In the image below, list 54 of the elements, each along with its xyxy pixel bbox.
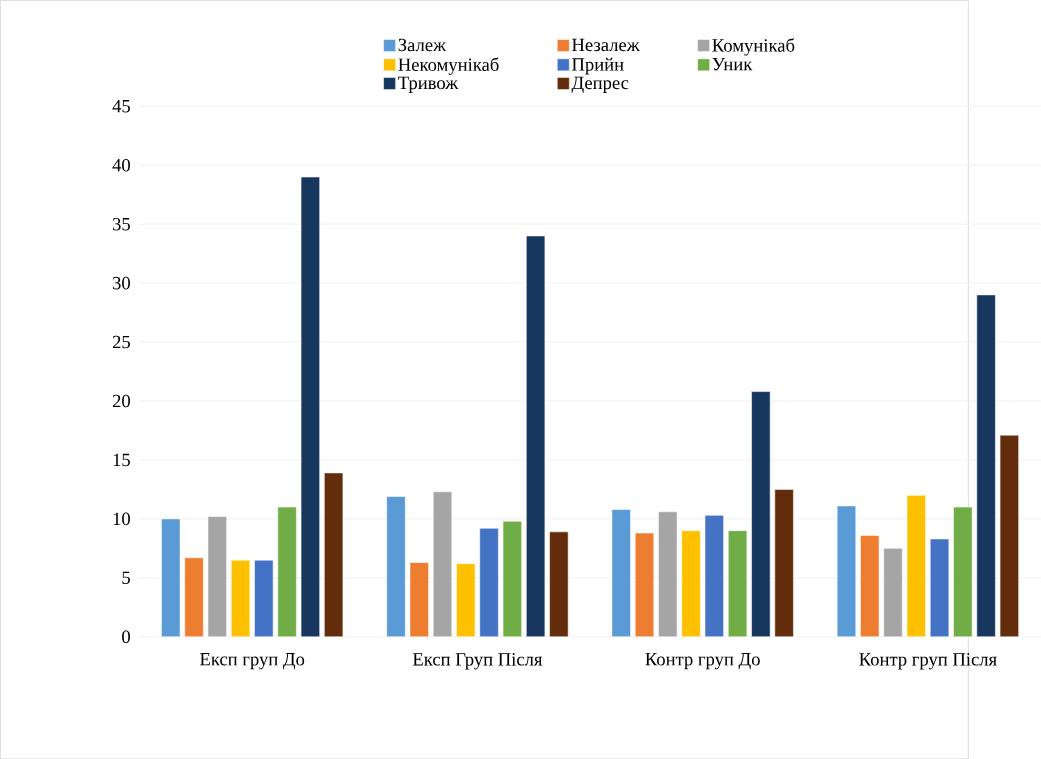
y-tick-label: 40 (112, 158, 130, 172)
x-tick-label: Контр груп Після (859, 652, 997, 670)
bar (836, 505, 857, 637)
y-tick-label: 10 (113, 512, 130, 526)
x-tick-label: Експ Груп Після (412, 652, 543, 670)
legend-label: Депрес (571, 76, 629, 93)
bar (230, 559, 251, 637)
bar (526, 235, 546, 637)
legend-label: Некомунікаб (398, 57, 499, 75)
bar (883, 547, 903, 637)
bar (432, 491, 453, 637)
bar (207, 516, 227, 637)
y-tick-label: 0 (122, 630, 130, 643)
y-tick-label: 30 (112, 276, 130, 290)
bar (324, 472, 344, 637)
y-tick-label: 20 (112, 394, 130, 408)
bar (751, 391, 771, 637)
bar (549, 531, 569, 637)
x-tick-label: Експ груп До (200, 652, 305, 670)
bar (929, 538, 950, 637)
bar (277, 506, 297, 637)
bar (704, 514, 724, 637)
legend-label: Залеж (398, 38, 447, 52)
legend-label: Прийн (572, 57, 624, 75)
bar (502, 520, 522, 637)
x-tick-label: Контр груп До (645, 652, 760, 670)
bar (386, 496, 406, 637)
bar (634, 532, 655, 637)
bar (906, 494, 926, 637)
bar (727, 530, 748, 637)
legend-label: Тривож (398, 76, 459, 93)
y-tick-label: 5 (122, 571, 130, 584)
bar (254, 559, 274, 637)
bar (860, 534, 880, 637)
bar (456, 563, 476, 637)
y-tick-label: 45 (112, 99, 130, 113)
y-tick-label: 15 (113, 453, 130, 467)
bar (658, 511, 678, 637)
bar (681, 530, 701, 637)
legend-label: Уник (712, 57, 753, 71)
legend-label: Комунікаб (712, 38, 795, 56)
legend-label: Незалеж (572, 38, 640, 52)
bar (409, 562, 429, 637)
bar (774, 488, 794, 637)
bar (161, 518, 181, 637)
y-tick-label: 25 (112, 335, 130, 349)
bar (184, 557, 204, 637)
bar (300, 176, 320, 637)
bar (976, 294, 996, 637)
y-tick-label: 35 (112, 217, 130, 231)
bar (999, 434, 1019, 637)
bar (479, 527, 499, 637)
bar (611, 509, 631, 637)
bar (953, 506, 973, 637)
